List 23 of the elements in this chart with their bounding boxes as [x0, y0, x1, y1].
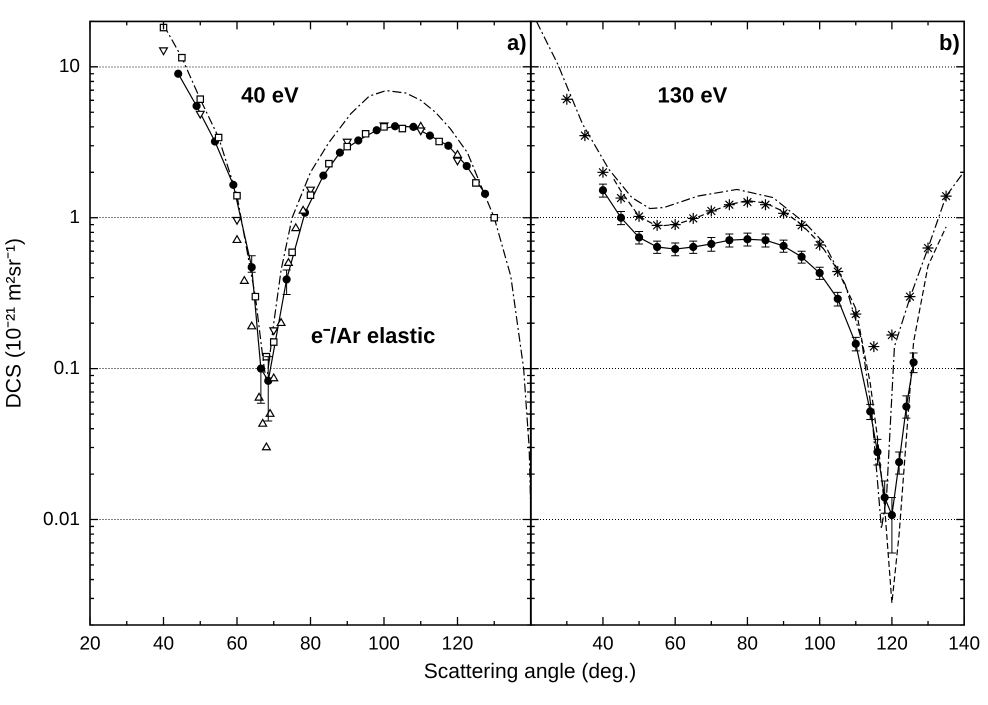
x-tick-label: 140 [948, 634, 980, 655]
x-axis-title: Scattering angle (deg.) [422, 660, 638, 684]
x-tick-label: 60 [226, 634, 248, 655]
x-tick-label: 20 [79, 634, 101, 655]
x-tick-label: 60 [664, 634, 686, 655]
y-tick-label: 1 [69, 206, 80, 228]
y-tick-label: 0.1 [54, 358, 80, 379]
x-tick-label: 80 [736, 634, 758, 655]
annotation: a) [507, 30, 527, 55]
y-tick-label: 10 [58, 56, 80, 78]
x-tick-label: 40 [152, 634, 174, 655]
annotation: e⁻/Ar elastic [310, 323, 436, 348]
x-tick-label: 40 [592, 634, 614, 655]
x-tick-label: 100 [368, 634, 400, 655]
x-tick-label: 120 [442, 634, 474, 655]
y-axis-title: DCS (10⁻²¹ m²sr⁻¹) [2, 238, 26, 408]
x-tick-label: 120 [876, 634, 908, 655]
annotation: 130 eV [658, 82, 728, 108]
x-tick-label: 100 [804, 634, 836, 655]
x-tick-label: 80 [300, 634, 322, 655]
y-tick-label: 0.01 [43, 508, 80, 530]
annotation: 40 eV [241, 82, 299, 108]
annotation: b) [939, 30, 960, 55]
